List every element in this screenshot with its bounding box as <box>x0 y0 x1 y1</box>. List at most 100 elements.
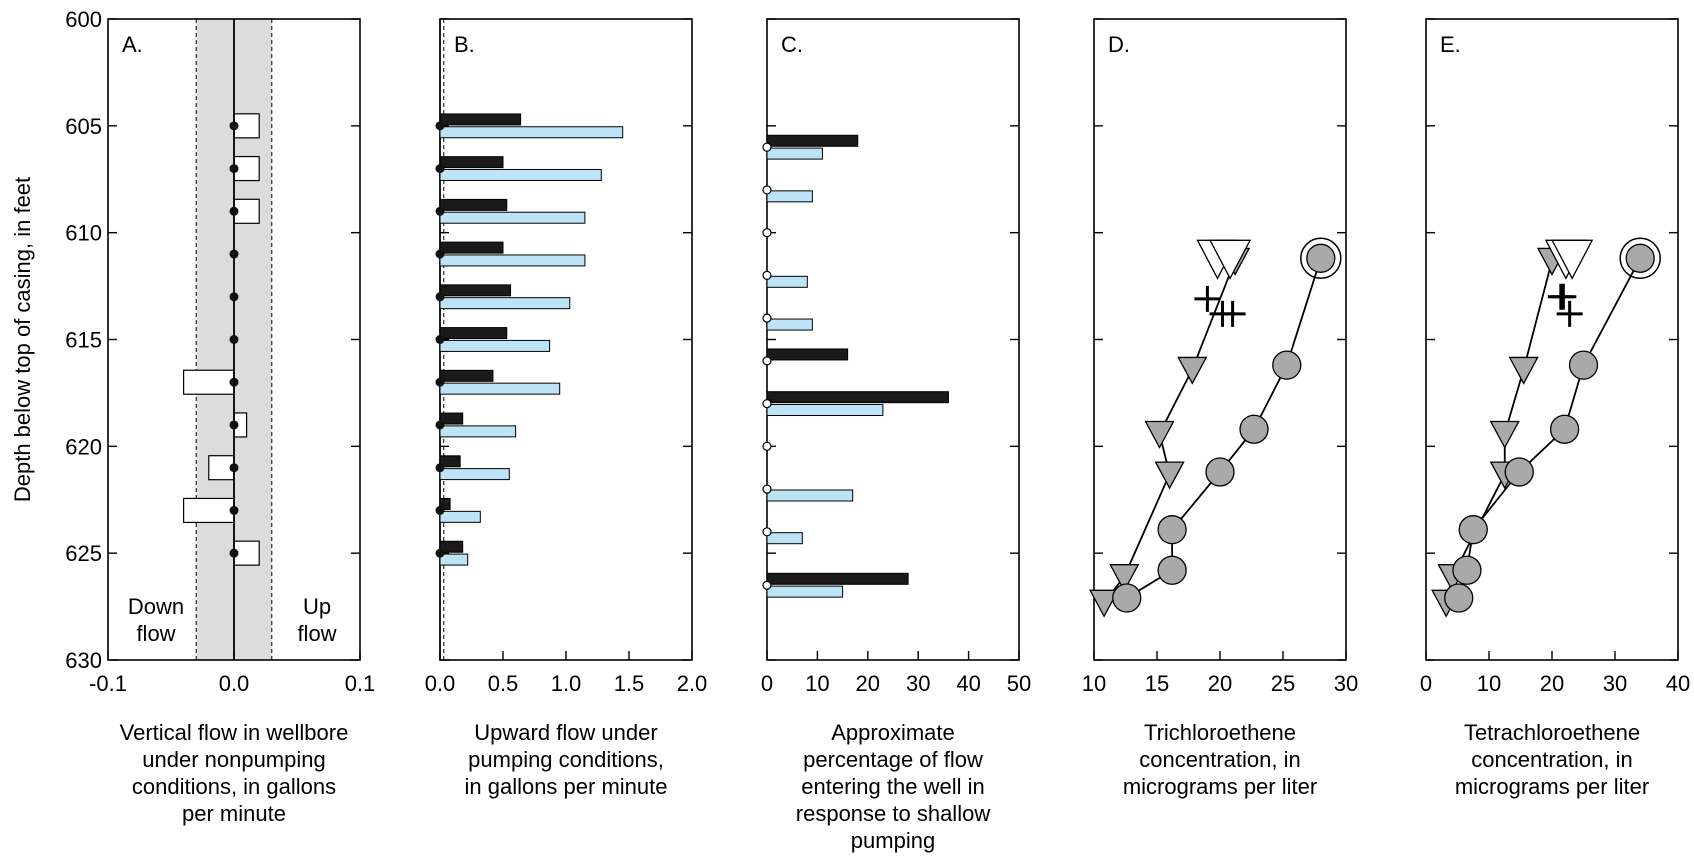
x-tick-label: 1.5 <box>614 671 645 696</box>
light-bar <box>766 585 844 598</box>
x-tick-label: -0.1 <box>89 671 127 696</box>
circle-marker <box>1112 583 1142 613</box>
light-bar <box>439 339 551 352</box>
dark-bar <box>439 156 504 169</box>
light-bar <box>766 147 823 160</box>
light-bar <box>439 425 517 438</box>
light-bar <box>766 318 813 331</box>
x-axis-label-line: Tetrachloroethene <box>1464 720 1640 745</box>
light-bar <box>439 126 624 139</box>
plot-frame <box>766 18 1020 661</box>
x-axis-label-line: entering the well in <box>801 774 984 799</box>
x-tick-label: 30 <box>906 671 930 696</box>
measurement-dot <box>229 548 239 558</box>
open-marker <box>762 441 772 451</box>
x-tick-label: 25 <box>1271 671 1295 696</box>
x-tick-label: 10 <box>1082 671 1106 696</box>
x-tick-label: 2.0 <box>677 671 708 696</box>
measurement-dot <box>435 335 445 344</box>
light-bar <box>439 168 602 181</box>
light-bar <box>439 297 571 310</box>
x-axis-label-line: concentration, in <box>1471 747 1632 772</box>
dark-bar <box>766 134 859 147</box>
open-marker <box>762 142 772 152</box>
x-axis-label-line: Upward flow under <box>474 720 657 745</box>
panel-label: B. <box>454 32 475 57</box>
measurement-dot <box>435 121 445 131</box>
open-marker <box>762 399 772 409</box>
x-axis-label-line: Vertical flow in wellbore <box>120 720 349 745</box>
measurement-dot <box>435 420 445 430</box>
light-bar <box>766 404 884 417</box>
light-bar <box>766 275 808 288</box>
x-tick-label: 0.1 <box>345 671 376 696</box>
x-axis-label-line: percentage of flow <box>803 747 983 772</box>
open-marker <box>762 527 772 537</box>
plot-frame <box>1093 18 1347 661</box>
y-tick-label: 610 <box>65 221 102 246</box>
measurement-dot <box>229 420 239 430</box>
triangle-marker <box>1144 420 1175 449</box>
circle-marker <box>1568 350 1599 380</box>
dark-bar <box>439 241 504 254</box>
panel-e: 0 10 20 30 40 E. Tetrachloroetheneconcentratio… <box>1420 18 1690 799</box>
panel-a: -0.1 0.0 0.1 A. Vertical flow in wellboreund… <box>89 18 376 826</box>
panels: 600 605 610 615 620 625 630-0.1 0.0 0.1 A. Vertica… <box>65 7 1690 853</box>
measurement-dot <box>229 249 239 259</box>
measurement-dot <box>435 548 445 558</box>
open-marker <box>762 484 772 494</box>
triangle-marker <box>1489 420 1520 449</box>
dark-bar <box>439 498 451 511</box>
light-bar <box>439 468 510 481</box>
x-tick-label: 20 <box>1208 671 1232 696</box>
circle-marker <box>1504 457 1534 487</box>
y-tick-label: 615 <box>65 328 102 353</box>
series-line <box>1457 257 1641 599</box>
x-tick-label: 30 <box>1603 671 1627 696</box>
light-bar <box>439 382 561 395</box>
measurement-dot <box>435 463 445 473</box>
dark-bar <box>766 572 909 585</box>
dark-bar <box>439 284 512 297</box>
light-bar <box>439 553 469 566</box>
circle-marker <box>1205 457 1235 487</box>
x-tick-label: 20 <box>856 671 880 696</box>
x-axis-label-line: conditions, in gallons <box>132 774 336 799</box>
light-bar <box>439 211 586 224</box>
light-bar <box>439 510 481 523</box>
y-tick-label: 625 <box>65 541 102 566</box>
open-triangle-marker <box>1209 239 1252 280</box>
measurement-dot <box>435 249 445 259</box>
open-marker <box>762 185 772 195</box>
light-bar <box>439 254 586 267</box>
circle-marker <box>1157 515 1187 545</box>
x-tick-label: 0.0 <box>425 671 456 696</box>
dark-bar <box>766 348 849 361</box>
open-circle-marker <box>1300 237 1342 280</box>
circle-marker <box>1306 243 1336 273</box>
light-bar <box>766 532 803 545</box>
down-flow-label: flow <box>136 621 175 646</box>
x-tick-label: 40 <box>956 671 980 696</box>
circle-marker <box>1549 414 1580 444</box>
triangle-marker <box>1088 589 1120 618</box>
measurement-dot <box>229 463 239 473</box>
x-axis-label-line: micrograms per liter <box>1123 774 1317 799</box>
x-tick-label: 10 <box>805 671 829 696</box>
open-marker <box>762 270 772 280</box>
series-line <box>1103 260 1236 603</box>
y-tick-label: 605 <box>65 114 102 139</box>
y-tick-label: 600 <box>65 7 102 32</box>
x-tick-label: 0.0 <box>219 671 250 696</box>
panel-label: A. <box>122 32 143 57</box>
down-flow-label: Down <box>128 594 184 619</box>
measurement-dot <box>435 164 445 174</box>
circle-marker <box>1444 583 1474 613</box>
circle-marker <box>1458 515 1488 545</box>
x-axis-label-line: pumping conditions, <box>468 747 664 772</box>
light-bar <box>766 190 813 203</box>
flow-bar <box>183 369 235 395</box>
light-bar <box>766 489 854 502</box>
dark-bar <box>766 391 949 404</box>
x-tick-label: 0 <box>761 671 773 696</box>
